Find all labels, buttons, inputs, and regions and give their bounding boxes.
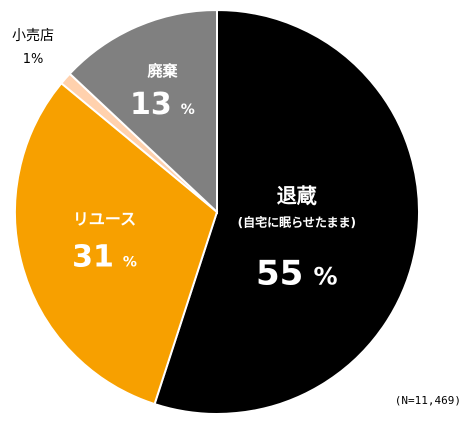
slice-category-label: リユース xyxy=(73,210,136,229)
slice-category-label: 廃棄 xyxy=(147,62,178,80)
pie-slice xyxy=(153,8,420,415)
pie-slice xyxy=(14,81,219,406)
pie-labels: 退蔵 (自宅に眠らせたまま) 55 % リユース 31 % 小売店 1% 廃棄 13% xyxy=(12,28,356,294)
pie-slices xyxy=(14,8,420,415)
slice-percent-label: 1% xyxy=(23,52,44,67)
slice-percent-label: 55% xyxy=(256,254,338,294)
pie-slice xyxy=(68,8,218,215)
slice-sublabel: (自宅に眠らせたまま) xyxy=(238,215,356,230)
slice-category-label: 退蔵 xyxy=(277,184,317,208)
sample-size-note: (N=11,469) xyxy=(394,394,461,407)
slice-category-label: 小売店 xyxy=(12,28,54,44)
slice-percent-label: 13% xyxy=(130,87,195,122)
slice-percent-label: 31% xyxy=(72,240,137,275)
